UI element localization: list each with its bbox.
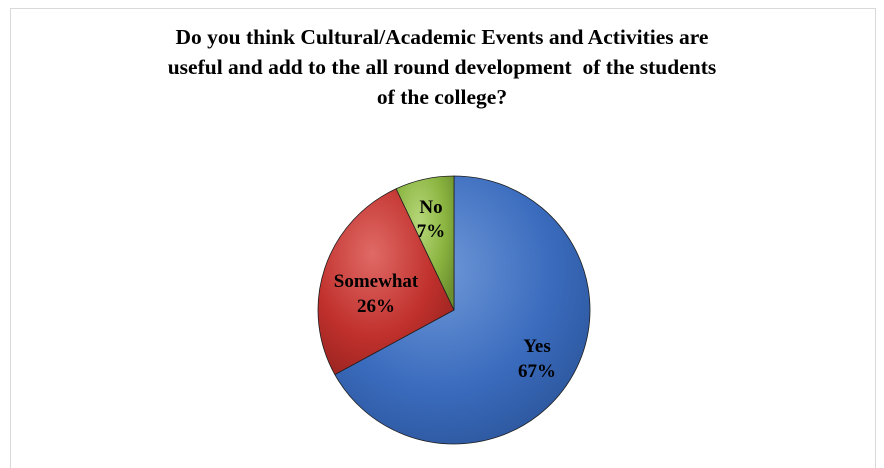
slice-percent-yes: 67% xyxy=(518,361,556,382)
slice-label-somewhat: Somewhat xyxy=(334,271,419,292)
pie-slice-no xyxy=(395,175,455,311)
pie-slice-yes xyxy=(334,175,591,445)
chart-title: Do you think Cultural/Academic Events an… xyxy=(0,22,884,112)
slice-percent-somewhat: 26% xyxy=(357,296,395,317)
chart-title-line-2: useful and add to the all round developm… xyxy=(167,55,717,79)
chart-title-line-1: Do you think Cultural/Academic Events an… xyxy=(175,25,709,49)
slice-percent-no: 7% xyxy=(417,221,446,242)
pie-slice-somewhat xyxy=(317,188,455,376)
slice-label-yes: Yes xyxy=(523,336,550,357)
chart-title-line-3: of the college? xyxy=(376,85,508,109)
slice-label-no: No xyxy=(419,197,442,218)
